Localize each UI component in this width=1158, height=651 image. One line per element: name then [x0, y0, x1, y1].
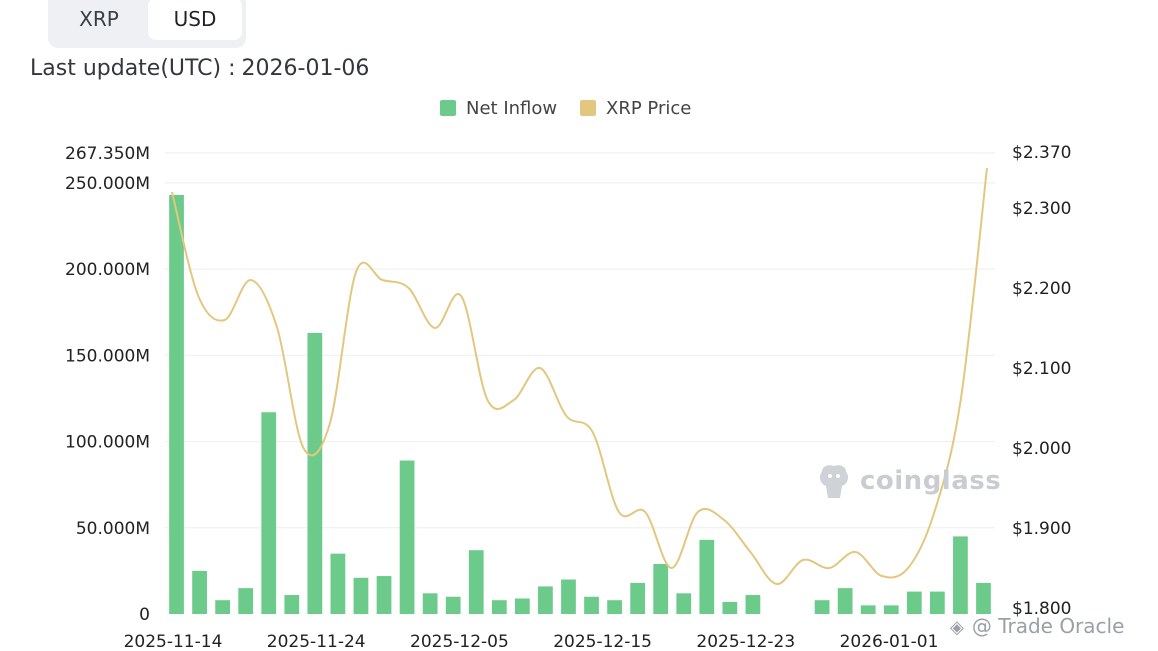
last-update: Last update(UTC) :2026-01-06: [30, 56, 369, 81]
net-inflow-bar: [330, 553, 346, 614]
left-axis-tick-label: 0: [139, 605, 150, 625]
tab-xrp[interactable]: XRP: [79, 7, 119, 31]
last-update-label: Last update(UTC) :: [30, 56, 236, 81]
x-axis-tick-label: 2026-01-01: [840, 632, 939, 651]
net-inflow-bar: [376, 576, 392, 614]
net-inflow-bar: [538, 586, 553, 614]
left-axis-tick-label: 50.000M: [76, 519, 150, 539]
net-inflow-bar: [238, 588, 254, 614]
legend-swatch-xrp-price: [580, 100, 596, 116]
net-inflow-bar: [584, 596, 599, 614]
right-axis-tick-label: $2.200: [1012, 279, 1071, 299]
left-axis-tick-label: 200.000M: [65, 260, 150, 280]
legend-net-inflow[interactable]: Net Inflow: [440, 98, 557, 119]
left-axis-tick-label: 267.350M: [65, 144, 150, 164]
net-inflow-bar: [468, 550, 484, 614]
tab-usd[interactable]: USD: [148, 0, 242, 40]
net-inflow-bar: [860, 605, 876, 614]
right-axis-tick-label: $2.370: [1012, 143, 1071, 163]
net-inflow-bar: [399, 460, 415, 614]
binance-square-icon: ◈: [950, 617, 964, 638]
net-inflow-bar: [699, 539, 715, 614]
net-inflow-bar: [837, 588, 853, 614]
x-axis-tick-label: 2025-12-15: [553, 632, 652, 651]
right-axis-tick-label: $2.000: [1012, 439, 1071, 459]
net-inflow-bar: [976, 582, 991, 614]
left-axis-tick-label: 100.000M: [65, 433, 150, 453]
net-inflow-bar: [261, 412, 277, 614]
net-inflow-bar: [445, 596, 461, 614]
last-update-value: 2026-01-06: [241, 56, 370, 81]
xrp-price-line: [171, 167, 988, 585]
source-credit: ◈ @ Trade Oracle: [950, 614, 1124, 638]
net-inflow-bar: [906, 591, 922, 614]
net-inflow-bar: [814, 600, 830, 614]
legend-xrp-price[interactable]: XRP Price: [580, 98, 691, 119]
net-inflow-bar: [284, 595, 300, 614]
left-axis-tick-label: 250.000M: [65, 174, 150, 194]
net-inflow-bar: [422, 593, 438, 614]
net-inflow-bar: [929, 591, 945, 614]
net-inflow-bar: [491, 600, 507, 614]
net-inflow-bar: [169, 194, 184, 614]
net-inflow-bar: [192, 570, 207, 614]
net-inflow-bar: [353, 577, 369, 614]
net-inflow-bar: [630, 582, 646, 614]
source-credit-text: @ Trade Oracle: [971, 614, 1125, 638]
net-inflow-bar: [561, 579, 576, 614]
right-axis-tick-label: $2.100: [1012, 359, 1071, 379]
net-inflow-bar: [745, 595, 761, 614]
net-inflow-bar: [307, 332, 323, 614]
net-inflow-bar: [883, 605, 899, 614]
net-inflow-bar: [607, 600, 622, 614]
legend-swatch-net-inflow: [440, 100, 456, 116]
coinglass-wordmark: coinglass: [860, 466, 1002, 496]
net-inflow-bar: [653, 563, 669, 614]
net-inflow-bar: [514, 598, 530, 614]
x-axis-tick-label: 2025-11-14: [124, 632, 223, 651]
net-inflow-bar: [676, 593, 692, 614]
net-inflow-bar: [722, 601, 738, 614]
net-inflow-bar: [215, 600, 231, 614]
currency-toggle: XRP USD: [48, 0, 246, 48]
x-axis-tick-label: 2025-12-23: [696, 632, 795, 651]
left-axis-tick-label: 150.000M: [65, 346, 150, 366]
x-axis-tick-label: 2025-11-24: [267, 632, 366, 651]
net-inflow-bar: [953, 536, 968, 614]
x-axis-tick-label: 2025-12-05: [410, 632, 509, 651]
coinglass-watermark: coinglass: [814, 462, 1001, 502]
legend-label-xrp-price: XRP Price: [606, 98, 692, 119]
legend-label-net-inflow: Net Inflow: [466, 98, 558, 119]
coinglass-logo-icon: [819, 465, 849, 498]
right-axis-tick-label: $1.800: [1012, 599, 1071, 619]
right-axis-tick-label: $2.300: [1012, 199, 1071, 219]
right-axis-tick-label: $1.900: [1012, 519, 1071, 539]
